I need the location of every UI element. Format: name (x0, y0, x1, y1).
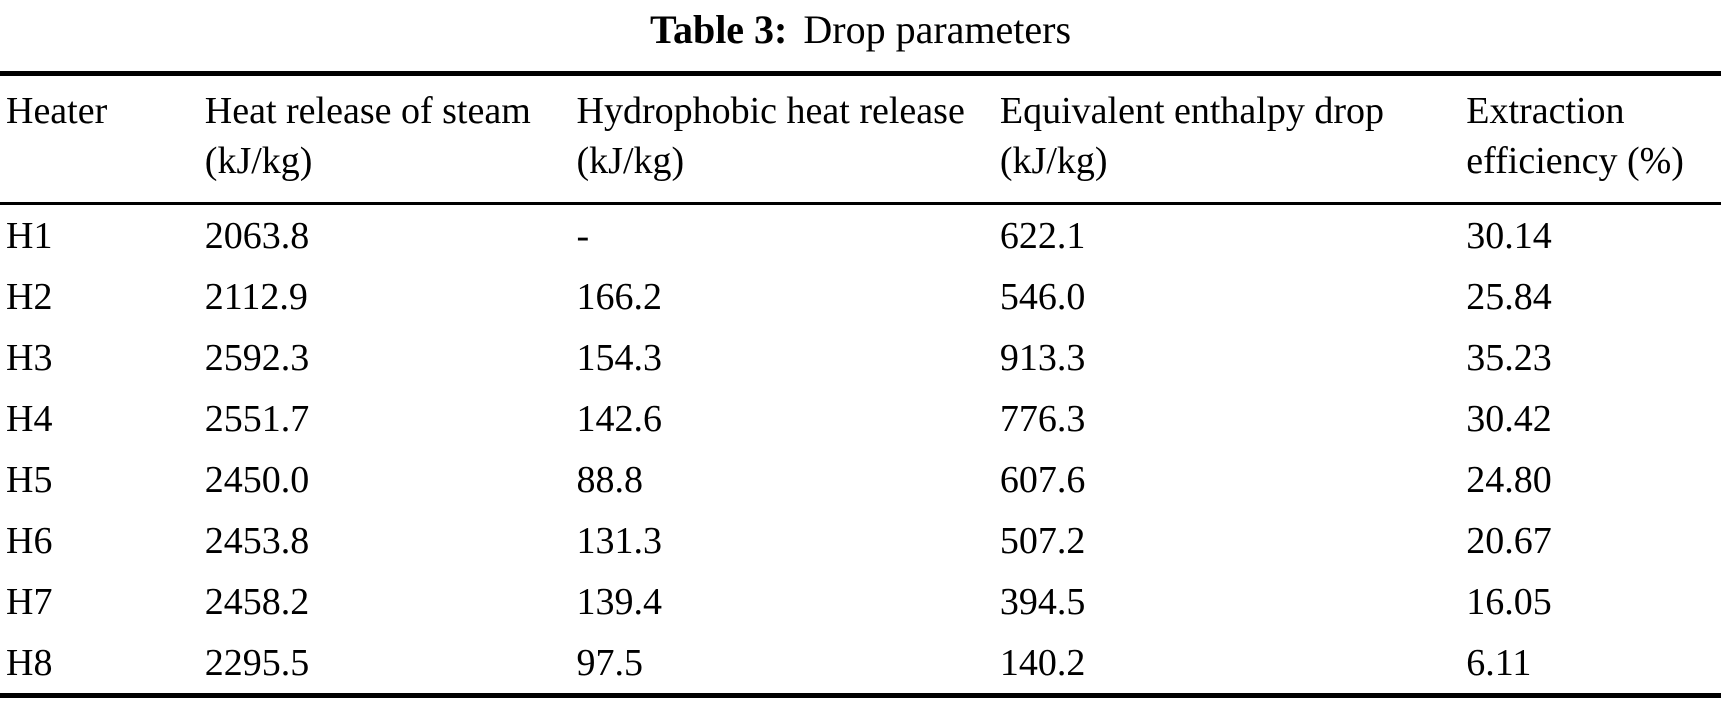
table-cell: 131.3 (576, 519, 663, 562)
column-header: Heater (0, 73, 205, 206)
row-header-cell: H8 (6, 641, 53, 684)
table-cell: 35.23 (1466, 336, 1552, 379)
table-cell: 30.42 (1466, 397, 1552, 440)
table-cell: 139.4 (576, 580, 663, 623)
table-caption-text: Drop parameters (803, 7, 1072, 52)
row-header-cell: H3 (6, 336, 53, 379)
table-cell: 166.2 (576, 275, 663, 318)
table-cell: 2112.9 (204, 275, 308, 318)
table-cell: 913.3 (999, 336, 1086, 379)
table-cell: 154.3 (576, 336, 663, 379)
table-cell: 140.2 (999, 641, 1086, 684)
table-cell: 2450.0 (204, 458, 310, 501)
table-body: H1 2063.8 - 622.1 30.14 H2 2112.9 166.2 546.0 25.… (0, 204, 1721, 696)
table-cell: 2295.5 (204, 641, 310, 684)
table-cell: 88.8 (576, 458, 644, 501)
table-cell: 2592.3 (204, 336, 310, 379)
table-cell: - (576, 214, 590, 257)
table-row: H4 2551.7 142.6 776.3 30.42 (0, 388, 1721, 449)
table-cell: 607.6 (999, 458, 1086, 501)
row-header-cell: H2 (6, 275, 53, 318)
table-header-row: Heater Heat release of steam (kJ/kg) Hydro… (0, 73, 1721, 206)
table-cell: 2458.2 (204, 580, 310, 623)
table-cell: 507.2 (999, 519, 1086, 562)
row-header-cell: H6 (6, 519, 53, 562)
table-cell: 25.84 (1466, 275, 1552, 318)
table-cell: 2453.8 (204, 519, 310, 562)
row-header-cell: H1 (6, 214, 53, 257)
table-row: H1 2063.8 - 622.1 30.14 (0, 204, 1721, 267)
table-row: H3 2592.3 154.3 913.3 35.23 (0, 327, 1721, 388)
table-cell: 622.1 (999, 214, 1086, 257)
table-header: Heater Heat release of steam (kJ/kg) Hydro… (0, 73, 1721, 206)
table-cell: 142.6 (576, 397, 663, 440)
table-row: H5 2450.0 88.8 607.6 24.80 (0, 449, 1721, 510)
column-header: Heat release of steam (kJ/kg) (204, 73, 577, 206)
column-header: Extraction efficiency (%) (1466, 73, 1721, 206)
table-cell: 2551.7 (204, 397, 310, 440)
table-cell: 776.3 (999, 397, 1086, 440)
table-cell: 2063.8 (204, 214, 310, 257)
table-cell: 24.80 (1466, 458, 1552, 501)
table-cell: 16.05 (1466, 580, 1552, 623)
drop-parameters-table: Heater Heat release of steam (kJ/kg) Hydro… (0, 71, 1721, 699)
table-caption: Table 3: Drop parameters (0, 0, 1721, 58)
column-header: Hydrophobic heat release (kJ/kg) (576, 73, 1000, 206)
table-cell: 394.5 (999, 580, 1086, 623)
table-cell: 6.11 (1466, 641, 1532, 684)
table-cell: 546.0 (999, 275, 1086, 318)
table-row: H8 2295.5 97.5 140.2 6.11 (0, 632, 1721, 696)
row-header-cell: H5 (6, 458, 53, 501)
row-header-cell: H7 (6, 580, 53, 623)
table-caption-label: Table 3: (649, 7, 788, 52)
table-cell: 30.14 (1466, 214, 1552, 257)
column-header: Equivalent enthalpy drop (kJ/kg) (999, 73, 1467, 206)
table-cell: 20.67 (1466, 519, 1552, 562)
table-row: H6 2453.8 131.3 507.2 20.67 (0, 510, 1721, 571)
table-row: H7 2458.2 139.4 394.5 16.05 (0, 571, 1721, 632)
table-cell: 97.5 (576, 641, 644, 684)
row-header-cell: H4 (6, 397, 53, 440)
table-row: H2 2112.9 166.2 546.0 25.84 (0, 266, 1721, 327)
